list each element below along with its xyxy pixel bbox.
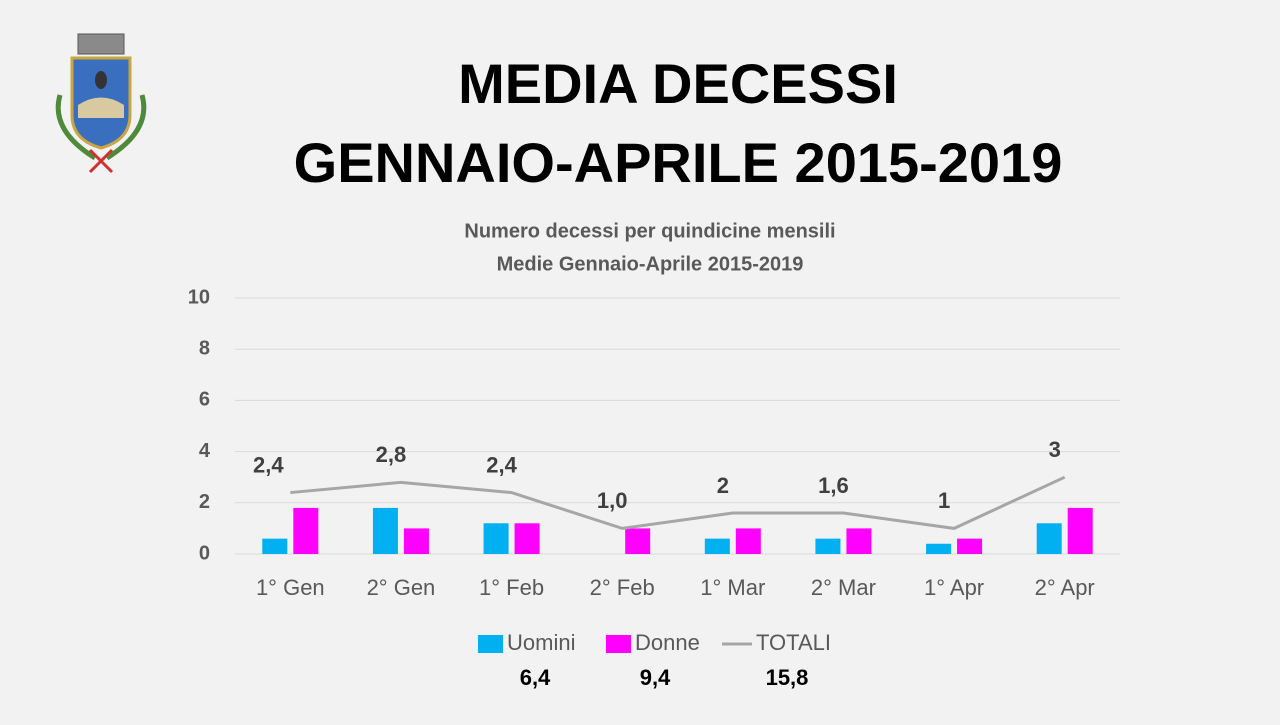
- bar: [735, 528, 761, 554]
- logo: [55, 33, 147, 174]
- y-tick-label: 2: [199, 491, 210, 513]
- data-label: 1: [938, 488, 950, 513]
- x-tick-label: 1° Feb: [479, 575, 544, 600]
- bar: [704, 538, 730, 554]
- x-tick-label: 2° Apr: [1035, 575, 1095, 600]
- data-label: 1,6: [818, 473, 849, 498]
- bar: [514, 523, 540, 554]
- legend-label: TOTALI: [756, 630, 831, 655]
- y-tick-label: 0: [199, 542, 210, 564]
- series-total: 15,8: [766, 665, 809, 690]
- bar: [957, 538, 983, 554]
- bar: [625, 528, 651, 554]
- bar: [926, 543, 952, 554]
- x-tick-label: 2° Gen: [367, 575, 436, 600]
- bar: [1067, 507, 1093, 554]
- legend-swatch: [478, 635, 503, 653]
- y-tick-label: 4: [199, 440, 211, 462]
- legend-label: Donne: [635, 630, 700, 655]
- y-tick-label: 10: [188, 286, 210, 308]
- x-tick-label: 1° Gen: [256, 575, 325, 600]
- data-label: 2,4: [486, 452, 517, 477]
- y-tick-label: 8: [199, 337, 210, 359]
- legend-label: Uomini: [507, 630, 575, 655]
- y-tick-label: 6: [199, 389, 210, 411]
- bar: [262, 538, 288, 554]
- line: [290, 475, 1066, 530]
- series-total: 9,4: [640, 665, 671, 690]
- data-label: 3: [1049, 437, 1061, 462]
- bar: [372, 507, 398, 554]
- legend-swatch: [606, 635, 631, 653]
- chart-title: Medie Gennaio-Aprile 2015-2019: [497, 253, 804, 275]
- bar: [483, 523, 509, 554]
- x-tick-label: 2° Mar: [811, 575, 876, 600]
- slide-title: GENNAIO-APRILE 2015-2019: [294, 131, 1063, 194]
- data-label: 2: [717, 473, 729, 498]
- x-tick-label: 1° Mar: [700, 575, 765, 600]
- bar: [1036, 523, 1062, 554]
- bar: [846, 528, 872, 554]
- chart-title: Numero decessi per quindicine mensili: [464, 220, 835, 242]
- x-tick-label: 1° Apr: [924, 575, 984, 600]
- series-total: 6,4: [520, 665, 551, 690]
- bar: [403, 528, 429, 554]
- data-label: 2,8: [376, 442, 407, 467]
- x-tick-label: 2° Feb: [590, 575, 655, 600]
- data-label: 2,4: [253, 452, 284, 477]
- bar: [815, 538, 841, 554]
- data-label: 1,0: [597, 488, 628, 513]
- slide-title: MEDIA DECESSI: [458, 52, 898, 115]
- bar: [293, 507, 319, 554]
